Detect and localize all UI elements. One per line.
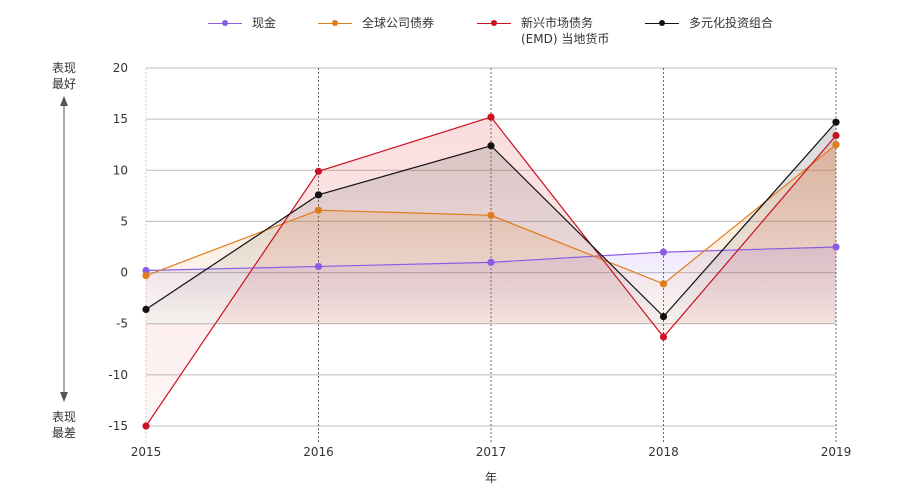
legend-swatch-corporate-bonds xyxy=(318,15,352,31)
y-tick-label: -10 xyxy=(108,368,128,382)
data-point-series-2 xyxy=(314,167,323,175)
data-point-series-3 xyxy=(659,312,668,321)
y-tick-label: 5 xyxy=(120,214,128,228)
data-point-series-3 xyxy=(487,142,495,150)
legend-label-diversified: 多元化投资组合 xyxy=(689,16,774,30)
data-point-series-1 xyxy=(487,211,495,219)
y-tick-label: 15 xyxy=(113,112,128,126)
legend-item-corporate-bonds: 全球公司债券 xyxy=(318,15,434,31)
data-point-series-2 xyxy=(487,113,495,121)
data-point-series-2 xyxy=(832,131,840,140)
data-points xyxy=(142,113,840,430)
data-point-series-0 xyxy=(832,243,840,251)
legend-swatch-diversified xyxy=(645,15,679,31)
legend-swatch-emd xyxy=(477,15,511,31)
data-point-series-3 xyxy=(142,305,150,313)
legend-item-emd: 新兴市场债务 (EMD) 当地货币 xyxy=(477,15,609,47)
data-point-series-0 xyxy=(314,262,323,271)
y-tick-label: -5 xyxy=(116,317,128,331)
data-point-series-3 xyxy=(314,191,323,199)
legend-label-corporate-bonds: 全球公司债券 xyxy=(362,16,435,30)
data-point-series-1 xyxy=(659,280,668,288)
x-tick-label: 2019 xyxy=(821,445,852,459)
legend: 现金 全球公司债券 新兴市场债务 (EMD) 当地货币 多元化投资组合 xyxy=(0,15,899,55)
x-tick-label: 2018 xyxy=(648,445,679,459)
best-performance-label: 表现 最好 xyxy=(52,61,77,91)
y-tick-label: -15 xyxy=(108,419,128,433)
data-point-series-1 xyxy=(314,206,323,214)
x-tick-label: 2016 xyxy=(303,445,334,459)
performance-arrow xyxy=(60,96,68,402)
legend-label-cash: 现金 xyxy=(252,16,277,30)
area-fill-series-0 xyxy=(146,247,836,324)
data-point-series-1 xyxy=(832,141,840,149)
data-point-series-3 xyxy=(832,118,840,126)
legend-label-emd: 新兴市场债务 (EMD) 当地货币 xyxy=(521,16,610,46)
data-point-series-0 xyxy=(487,258,495,266)
data-point-series-2 xyxy=(659,333,668,341)
data-point-series-1 xyxy=(142,272,150,280)
x-tick-label: 2015 xyxy=(131,445,162,459)
y-tick-label: 0 xyxy=(120,266,128,280)
y-tick-label: 20 xyxy=(113,61,128,75)
data-point-series-0 xyxy=(659,248,668,256)
arrow-down-head xyxy=(60,392,68,402)
y-tick-label: 10 xyxy=(113,163,128,177)
worst-performance-label: 表现 最差 xyxy=(52,410,77,440)
area-fills xyxy=(146,117,836,427)
x-axis-label: 年 xyxy=(485,471,497,485)
x-tick-label: 2017 xyxy=(476,445,507,459)
arrow-up-head xyxy=(60,96,68,106)
data-point-series-2 xyxy=(142,422,150,430)
legend-swatch-cash xyxy=(208,15,242,31)
legend-item-diversified: 多元化投资组合 xyxy=(645,15,773,31)
data-point-series-0 xyxy=(142,266,150,275)
legend-item-cash: 现金 xyxy=(208,15,276,31)
